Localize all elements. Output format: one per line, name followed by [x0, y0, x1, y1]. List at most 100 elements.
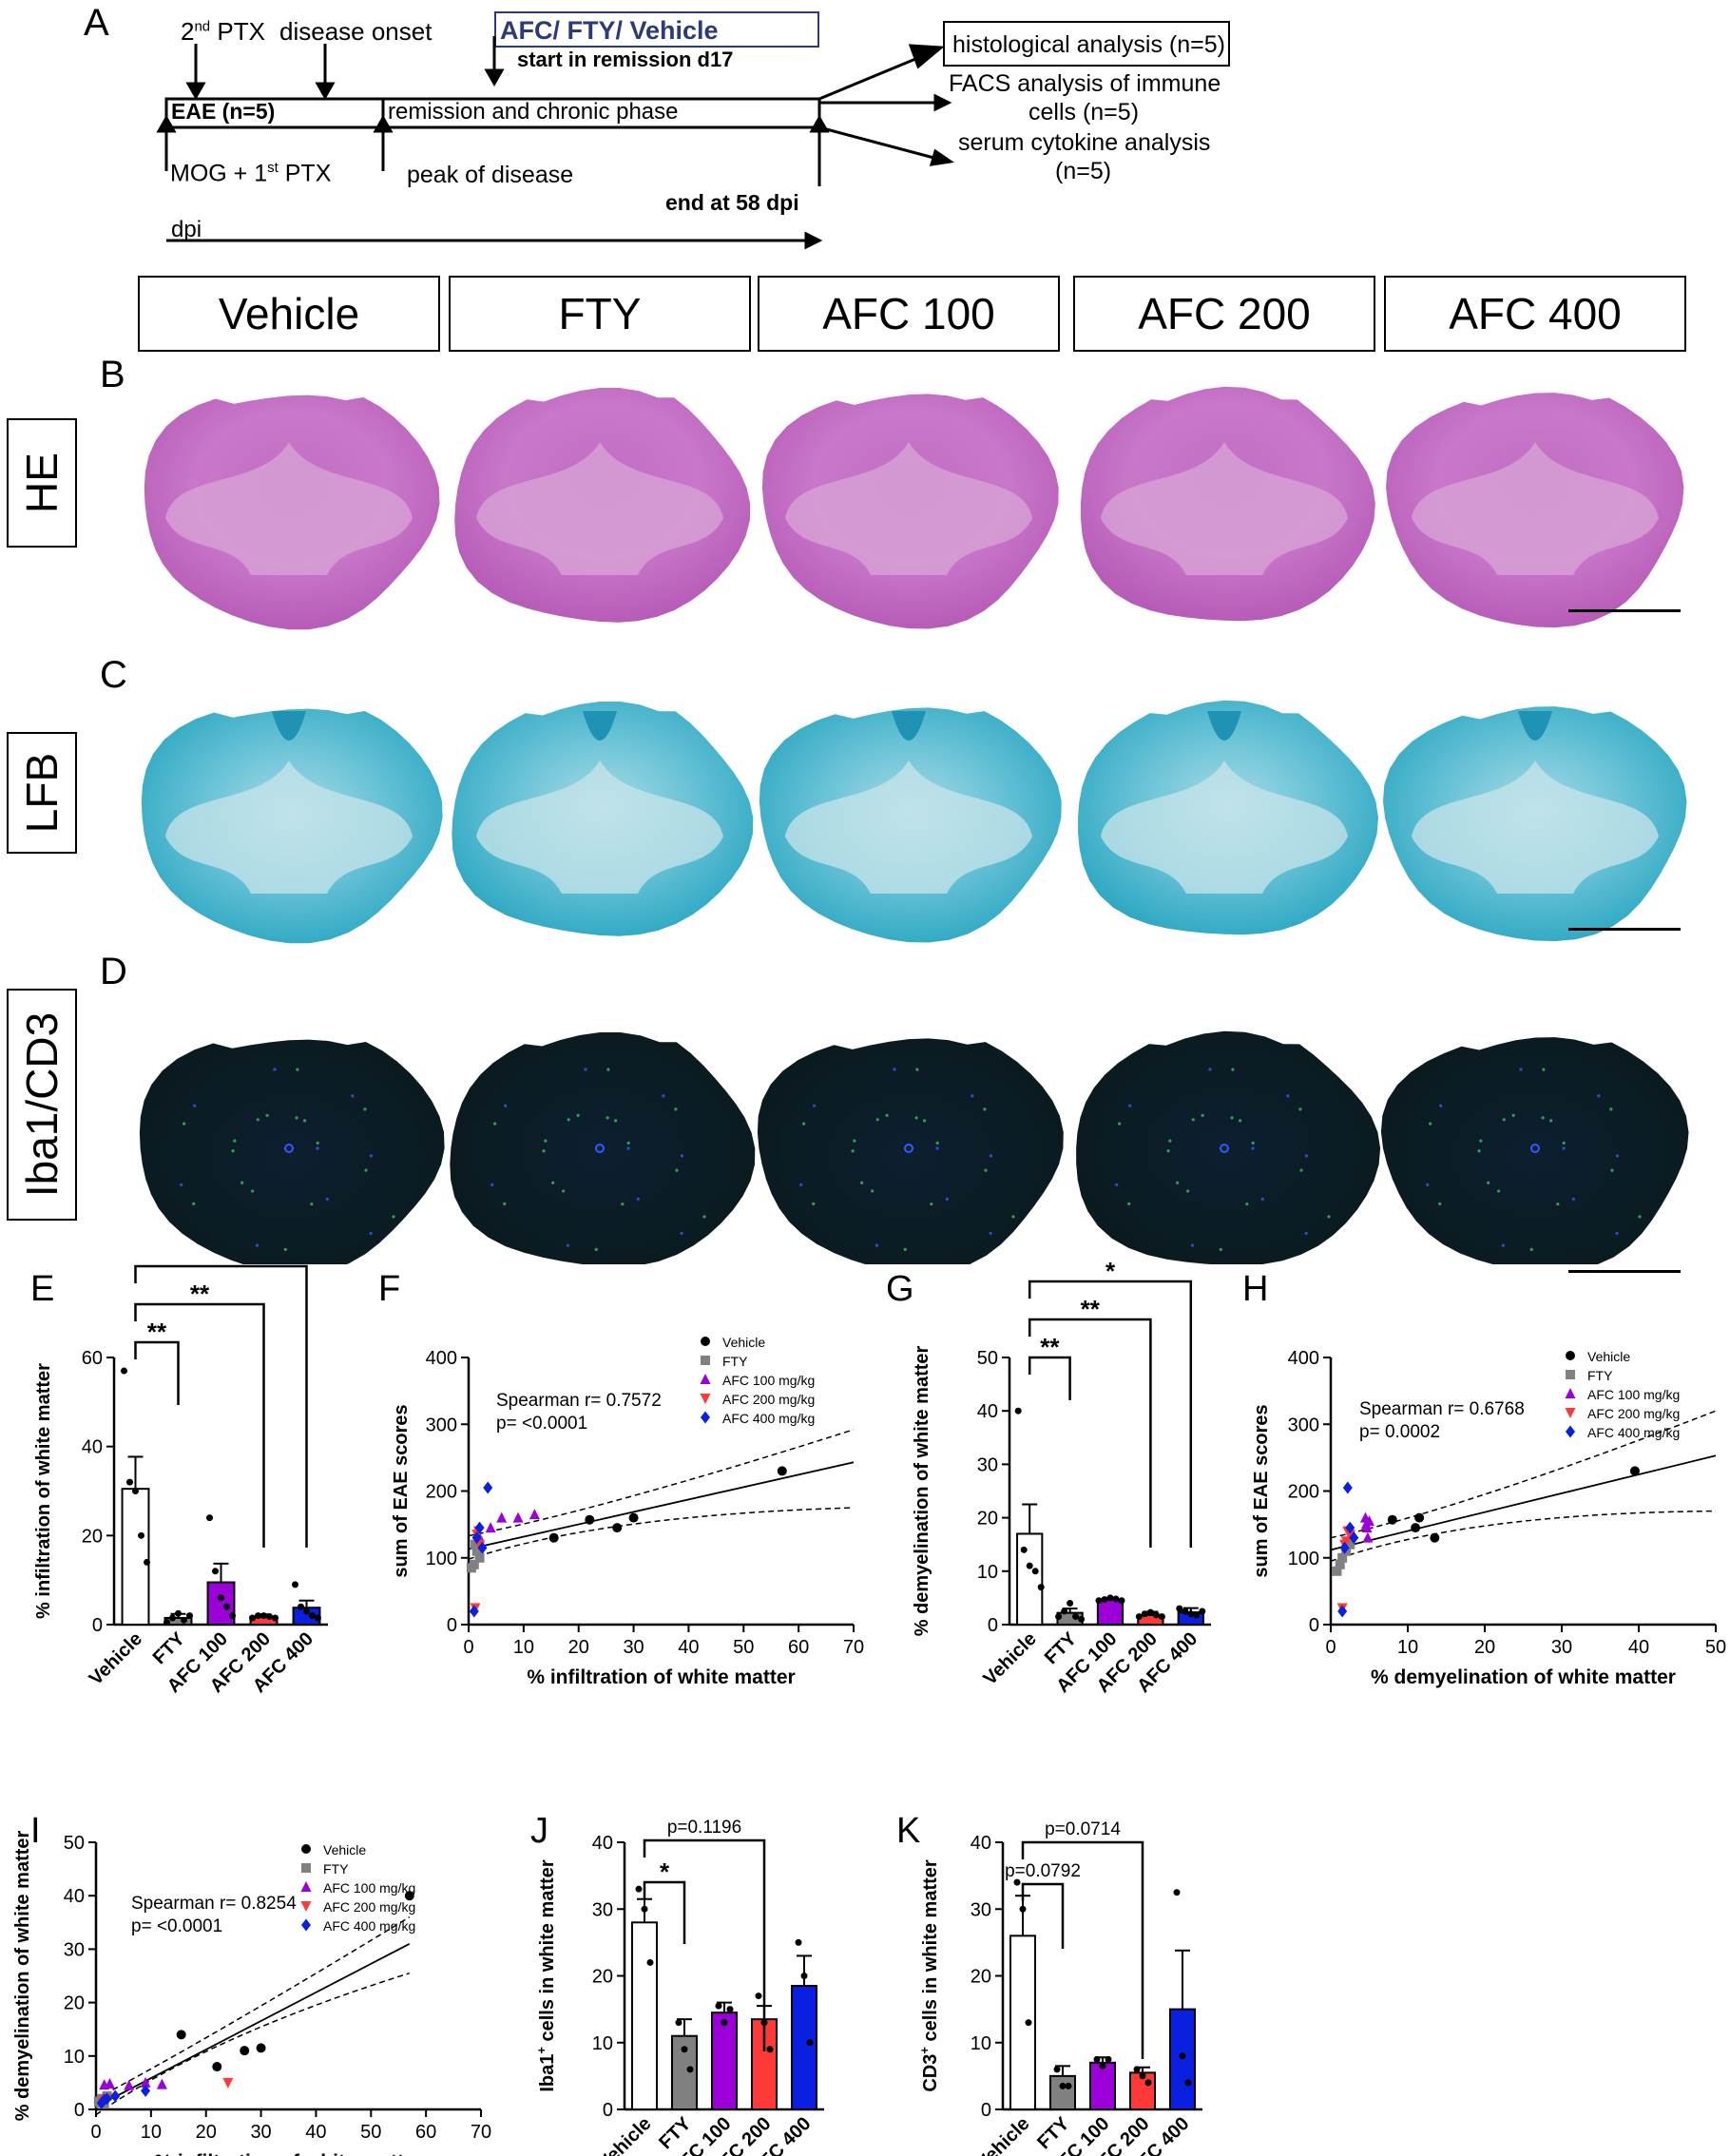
cell-signal — [255, 1243, 260, 1247]
data-point — [212, 1568, 219, 1575]
cell-signal — [1127, 1202, 1131, 1205]
bar-0 — [1016, 1532, 1044, 1626]
y-axis-label: sum of EAE scores — [391, 1404, 412, 1577]
y-tick-label: 0 — [1309, 1615, 1319, 1636]
lfb-row — [141, 700, 1687, 944]
x-tick-label: 60 — [788, 1637, 809, 1658]
point — [485, 1522, 496, 1533]
data-point — [646, 1958, 654, 1966]
point — [1629, 1466, 1640, 1476]
gray-matter — [165, 760, 413, 894]
y-axis-label: CD3+ cells in white matter — [917, 1859, 941, 2092]
group-header-vehicle: Vehicle — [138, 276, 440, 352]
cell-signal — [1439, 1104, 1443, 1107]
cell-signal — [1497, 1189, 1501, 1193]
bar-4 — [790, 1985, 818, 2110]
significance-bracket — [134, 1302, 265, 1548]
x-tick-label: 20 — [568, 1637, 589, 1658]
x-tick-label: Vehicle — [979, 1628, 1040, 1689]
lfb-fissure — [1518, 711, 1552, 741]
data-point — [1093, 2055, 1101, 2063]
central-canal — [284, 1144, 294, 1153]
data-point — [755, 1992, 762, 2000]
point — [212, 2062, 222, 2072]
y-tick-label: 300 — [1288, 1415, 1319, 1435]
data-point — [1112, 1595, 1120, 1603]
histo-label: histological analysis (n=5) — [952, 31, 1225, 58]
cell-signal — [1298, 1107, 1302, 1111]
cell-signal — [562, 1189, 566, 1193]
data-point — [715, 2002, 722, 2010]
legend-entry: AFC 400 mg/kg — [1587, 1425, 1680, 1440]
data-point — [1141, 1610, 1148, 1618]
gray-matter — [165, 442, 413, 575]
point — [256, 2043, 266, 2053]
significance-bracket — [134, 1340, 180, 1405]
point — [96, 2096, 106, 2109]
y-tick-label: 20 — [592, 1967, 613, 1988]
x-tick-label: 40 — [1628, 1637, 1649, 1658]
gray-matter — [785, 442, 1032, 575]
if-section-4 — [1380, 1037, 1689, 1264]
point — [585, 1514, 595, 1525]
point — [1565, 1388, 1576, 1398]
lfb-fissure — [892, 711, 926, 741]
point — [469, 1605, 479, 1618]
cell-signal — [1615, 1154, 1620, 1158]
confidence-band-lower — [95, 1972, 411, 2116]
cell-signal — [584, 1068, 587, 1071]
point — [612, 1523, 623, 1533]
significance-bracket — [1028, 1356, 1071, 1400]
y-tick-label: 20 — [977, 1509, 998, 1530]
cell-signal — [935, 1146, 939, 1150]
legend-entry: AFC 100 mg/kg — [1587, 1387, 1680, 1402]
start-remission-label: start in remission d17 — [517, 48, 734, 71]
confidence-band-lower — [1330, 1510, 1717, 1562]
significance-label: p=0.0508 — [183, 1262, 260, 1263]
point — [471, 1531, 482, 1545]
regression-line — [95, 1942, 411, 2108]
point — [1387, 1514, 1397, 1525]
data-point — [1061, 1607, 1068, 1615]
cell-signal — [1231, 1068, 1235, 1071]
x-tick-label: 40 — [305, 2122, 326, 2143]
cell-signal — [853, 1139, 856, 1143]
significance-bracket — [1028, 1318, 1152, 1548]
cell-signal — [369, 1231, 373, 1235]
cell-signal — [1166, 1149, 1170, 1153]
data-point — [1184, 2079, 1192, 2087]
data-point — [218, 1594, 224, 1602]
point — [1565, 1408, 1576, 1418]
lfb-fissure — [272, 711, 306, 741]
cell-signal — [636, 1197, 640, 1202]
y-axis-label-rest: cells in white matter — [537, 1859, 558, 2047]
cell-signal — [1304, 1154, 1309, 1158]
data-point — [641, 1905, 648, 1913]
central-canal — [1530, 1144, 1540, 1153]
data-point — [1065, 2082, 1072, 2089]
cell-signal — [1610, 1168, 1614, 1172]
data-point — [800, 1973, 808, 1979]
data-point — [1055, 1613, 1063, 1621]
point — [548, 1532, 559, 1543]
cell-signal — [363, 1107, 367, 1111]
central-canal — [904, 1144, 913, 1153]
cell-signal — [799, 1183, 803, 1186]
cell-signal — [296, 1068, 299, 1071]
data-point — [1059, 2082, 1067, 2089]
remission-phase-box — [381, 97, 821, 129]
cell-signal — [626, 1146, 630, 1150]
y-tick-label: 0 — [981, 2100, 991, 2121]
cell-signal — [802, 1122, 806, 1126]
y-tick-label: 200 — [426, 1482, 457, 1503]
data-point — [1106, 1594, 1114, 1602]
cell-signal — [576, 1113, 580, 1117]
y-tick-label: 60 — [82, 1348, 103, 1369]
timeline-diagram — [156, 36, 954, 250]
cell-signal — [1251, 1141, 1255, 1145]
legend-entry: AFC 400 mg/kg — [722, 1411, 815, 1426]
legend-entry: FTY — [323, 1861, 349, 1877]
scale-bar-he — [1568, 609, 1681, 612]
cell-signal — [265, 1113, 269, 1117]
cell-signal — [231, 1149, 235, 1153]
